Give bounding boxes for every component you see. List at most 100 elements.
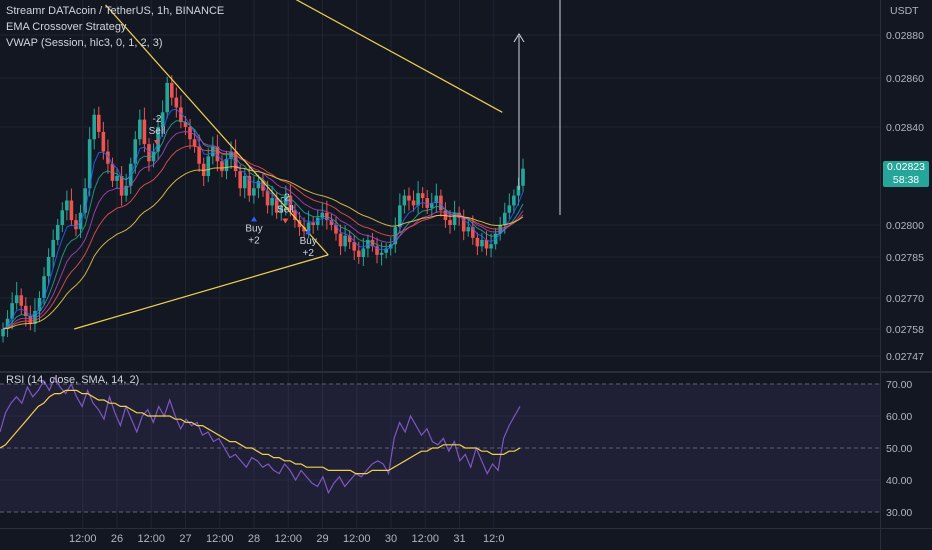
candle-body [429, 202, 434, 208]
candle-body [60, 210, 65, 225]
candle-body [156, 127, 160, 152]
candle-body [311, 222, 315, 225]
candle-body [420, 193, 425, 199]
candle-body [65, 200, 69, 211]
last-price-badge: 0.02823 58:38 [883, 161, 929, 187]
candle-body [461, 217, 466, 232]
candle-body [133, 139, 138, 164]
candle-body [197, 146, 201, 164]
target-arrow-head [513, 33, 525, 43]
candle-body [521, 168, 525, 186]
signal-label-bottom: Sell [277, 205, 294, 216]
candle-body [256, 180, 261, 189]
candle-body [398, 205, 402, 228]
candle-body [329, 220, 334, 225]
trendline [74, 254, 329, 330]
candle-body [1, 329, 5, 337]
candle-body [179, 107, 183, 123]
rsi-tick-label: 70.00 [886, 379, 912, 391]
candle-body [87, 139, 92, 189]
candle-body [498, 225, 502, 234]
candle-body [192, 139, 197, 147]
rsi-tick-label: 50.00 [886, 443, 912, 455]
candle-body [356, 250, 361, 257]
x-tick-label: 30 [385, 533, 397, 545]
candle-body [252, 188, 256, 196]
rsi-label: RSI (14, close, SMA, 14, 2) [6, 374, 140, 386]
rsi-ma-line [0, 389, 521, 475]
candle-body [375, 246, 379, 255]
candle-body [302, 227, 306, 232]
rsi-tick-label: 30.00 [886, 507, 912, 519]
x-tick-label: 12:00 [137, 533, 165, 545]
candle-body [138, 119, 142, 140]
x-tick-label: 28 [248, 533, 260, 545]
candle-body [147, 144, 151, 162]
candle-body [92, 114, 97, 140]
candle-body [106, 151, 110, 164]
y-tick-label: 0.02785 [886, 252, 924, 264]
rsi-lines [0, 376, 521, 495]
candle-body [279, 205, 284, 213]
trendlines [74, 0, 561, 330]
candle-body [169, 82, 174, 98]
ema-line [2, 108, 524, 330]
candle-body [55, 225, 60, 240]
candle-body [471, 227, 475, 238]
candle-body [306, 222, 311, 232]
candle-body [452, 212, 457, 225]
x-tick-label: 31 [453, 533, 465, 545]
x-tick-label: 29 [316, 533, 328, 545]
signal-label-bottom: Sell [149, 126, 166, 137]
candle-body [320, 212, 325, 218]
candle-body [206, 156, 211, 176]
candle-body [434, 195, 439, 203]
sell-arrow-icon [282, 218, 289, 224]
candle-body [115, 176, 119, 181]
x-tick-label: 12:0 [483, 533, 504, 545]
candle-body [42, 276, 46, 298]
vwap-label: VWAP (Session, hlc3, 0, 1, 2, 3) [6, 37, 163, 49]
candle-body [425, 198, 430, 208]
signal-label-top: -2 [281, 193, 290, 204]
candle-body [402, 195, 407, 206]
candles [1, 75, 525, 343]
candle-body [28, 316, 33, 324]
sell-arrow-icon [153, 140, 160, 146]
candle-body [183, 122, 188, 127]
candle-body [110, 163, 115, 181]
candle-body [37, 298, 42, 311]
last-price-value: 0.02823 [887, 161, 925, 173]
candle-body [284, 195, 288, 206]
grid [0, 0, 880, 528]
signal-label-top: Buy [245, 223, 262, 234]
candle-body [119, 176, 124, 196]
candle-body [489, 244, 493, 249]
y-tick-label: 0.02800 [886, 220, 924, 232]
candle-body [466, 227, 471, 232]
candle-body [229, 151, 233, 159]
ema-line [2, 120, 524, 330]
candle-body [347, 235, 352, 243]
trendline [295, 0, 503, 113]
y-tick-label: 0.02747 [886, 351, 924, 363]
candle-body [238, 171, 242, 189]
x-tick-label: 12:00 [206, 533, 234, 545]
candle-body [512, 195, 516, 206]
trendline [105, 4, 329, 256]
candle-body [293, 210, 297, 221]
rsi-tick-label: 60.00 [886, 411, 912, 423]
candle-body [475, 237, 480, 247]
candle-body [407, 195, 411, 201]
x-tick-label: 12:00 [411, 533, 439, 545]
candle-body [188, 127, 192, 140]
candle-body [142, 119, 147, 145]
candle-body [448, 220, 452, 225]
x-tick-label: 26 [111, 533, 123, 545]
candle-body [297, 220, 302, 228]
candle-body [361, 248, 366, 257]
y-tick-label: 0.02880 [886, 30, 924, 42]
